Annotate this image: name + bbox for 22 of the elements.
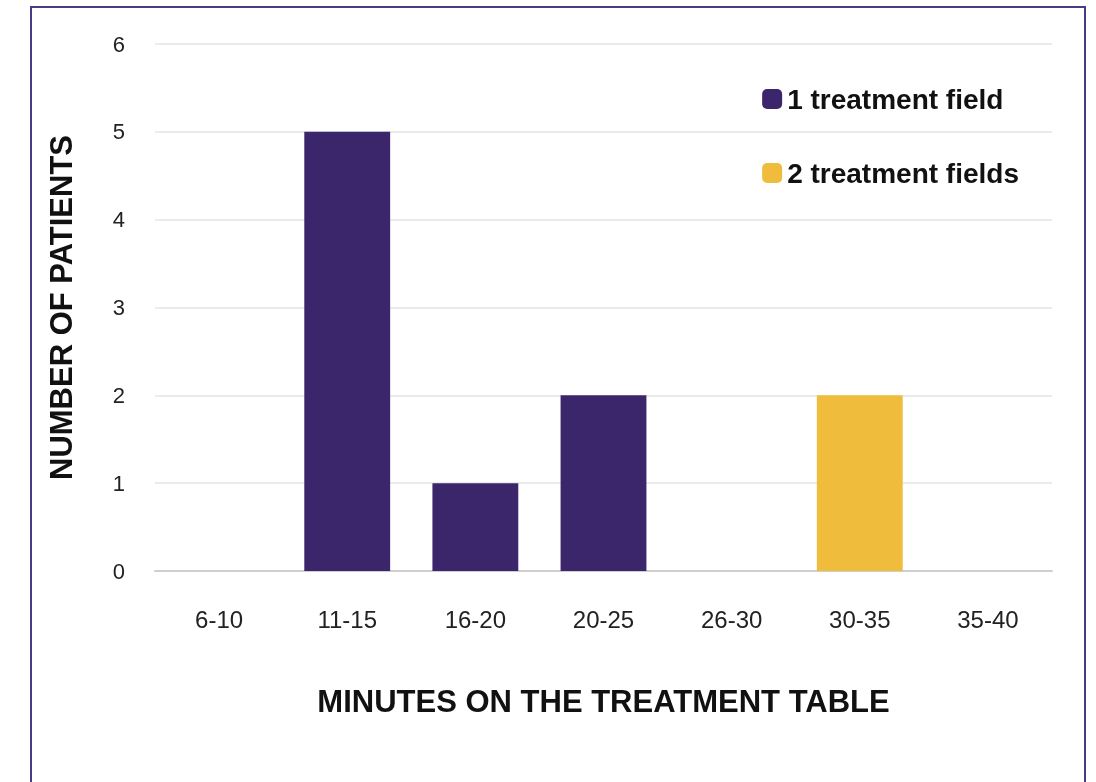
x-tick-label: 26-30 <box>700 605 763 633</box>
y-tick-label: 4 <box>112 207 125 233</box>
x-tick-label: 6-10 <box>195 605 244 633</box>
x-axis-title: MINUTES ON THE TREATMENT TABLE <box>317 684 890 719</box>
y-tick-label: 6 <box>112 31 125 57</box>
bar <box>560 395 647 571</box>
bar <box>816 395 903 571</box>
legend-label: 1 treatment field <box>787 83 1004 115</box>
bar <box>304 131 391 571</box>
x-tick-label: 11-15 <box>317 605 378 633</box>
y-tick-label: 2 <box>112 382 125 408</box>
y-axis-title: NUMBER OF PATIENTS <box>44 134 79 481</box>
legend-label: 2 treatment fields <box>787 157 1020 189</box>
bar <box>432 483 519 571</box>
x-tick-label: 20-25 <box>572 605 635 633</box>
y-tick-label: 3 <box>112 295 125 320</box>
x-tick-label: 16-20 <box>444 605 507 633</box>
x-tick-label: 35-40 <box>957 605 1019 633</box>
x-tick-label: 30-35 <box>829 605 891 633</box>
y-tick-label: 5 <box>112 119 125 145</box>
y-tick-label: 0 <box>112 558 125 584</box>
y-tick-label: 1 <box>112 470 125 496</box>
